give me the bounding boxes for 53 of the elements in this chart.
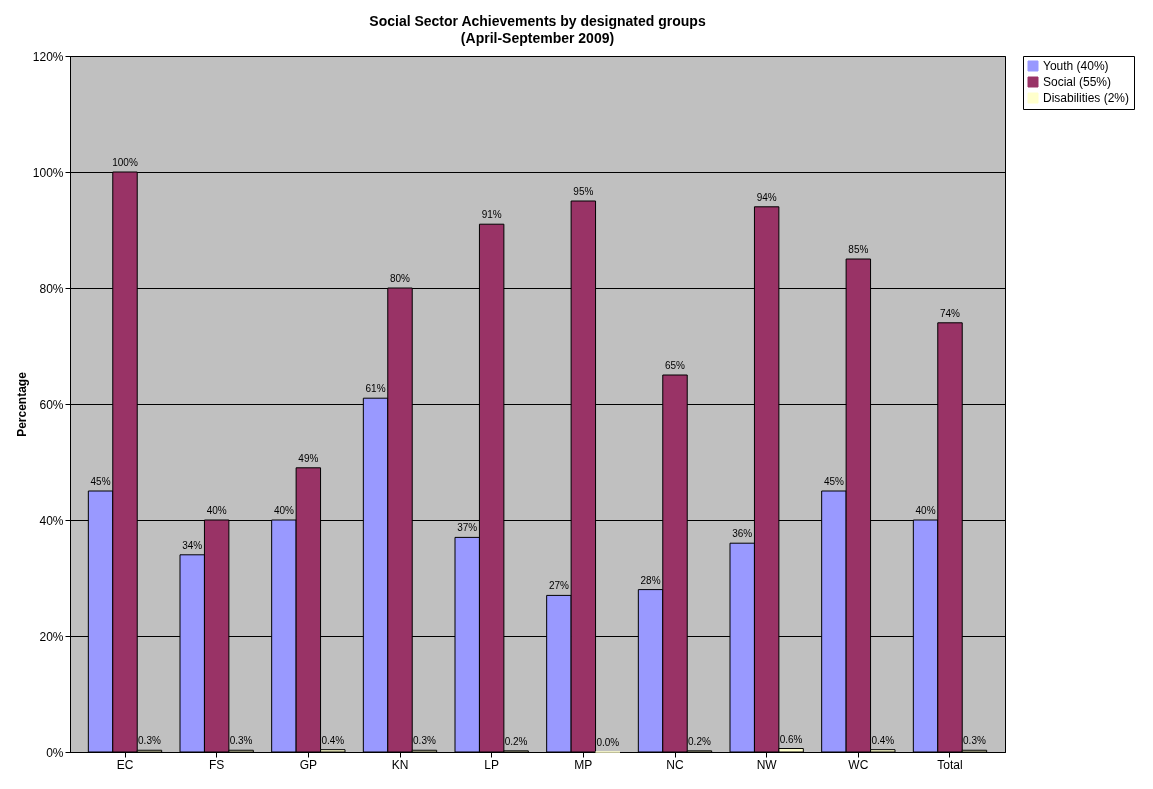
data-label: 91% (481, 209, 502, 221)
data-label: 0.3% (413, 735, 436, 747)
data-label: 0.3% (963, 735, 986, 747)
data-label: 40% (273, 505, 294, 516)
data-label: 34% (182, 539, 203, 551)
data-label: 80% (389, 273, 411, 284)
data-label: 74% (939, 307, 961, 319)
x-tick-label: LP (484, 757, 500, 772)
data-label: 0.4% (321, 734, 345, 746)
chart-subtitle: (April-September 2009) (460, 30, 615, 46)
legend-label: Youth (40%) (1043, 59, 1109, 73)
y-tick-label: 120% (32, 49, 64, 64)
data-label: 28% (640, 574, 661, 586)
x-tick-label: GP (299, 757, 318, 772)
legend-label: Social (55%) (1043, 75, 1112, 89)
data-label: 0.4% (871, 734, 895, 746)
data-label: 40% (206, 505, 227, 516)
data-label: 37% (457, 522, 478, 534)
x-tick-label: WC (848, 757, 869, 772)
legend-label: Disabilities (2%) (1043, 91, 1130, 105)
data-label: 0.0% (596, 737, 620, 748)
data-label: 49% (298, 452, 319, 464)
y-tick-label: 0% (46, 745, 64, 760)
x-tick-label: EC (116, 757, 134, 772)
y-tick-label: 20% (39, 629, 64, 644)
data-label: 0.2% (688, 735, 711, 747)
y-tick-label: 40% (39, 513, 64, 528)
data-label: 0.2% (504, 735, 528, 747)
data-label: 65% (664, 360, 686, 371)
data-label: 45% (823, 476, 844, 487)
data-label: 40% (915, 505, 936, 516)
data-label: 95% (573, 186, 594, 197)
x-tick-label: MP (574, 757, 593, 772)
y-tick-label: 80% (39, 281, 64, 296)
data-label: 85% (848, 244, 869, 255)
x-tick-label: NW (756, 757, 778, 772)
y-tick-label: 60% (39, 397, 64, 412)
data-label: 27% (548, 580, 569, 592)
x-tick-label: Total (937, 757, 963, 772)
x-tick-label: NC (666, 757, 684, 772)
data-label: 0.3% (229, 735, 253, 747)
x-tick-label: KN (391, 757, 409, 772)
data-label: 36% (732, 528, 753, 540)
data-label: 45% (90, 476, 111, 487)
data-label: 61% (365, 383, 386, 395)
data-label: 94% (756, 191, 777, 203)
y-tick-label: 100% (32, 165, 64, 180)
x-tick-label: FS (208, 757, 225, 772)
y-axis-title: Percentage (14, 371, 29, 437)
data-label: 100% (112, 157, 138, 168)
data-label: 0.6% (779, 733, 803, 745)
data-label: 0.3% (138, 735, 161, 747)
chart-title: Social Sector Achievements by designated groups (369, 13, 706, 29)
